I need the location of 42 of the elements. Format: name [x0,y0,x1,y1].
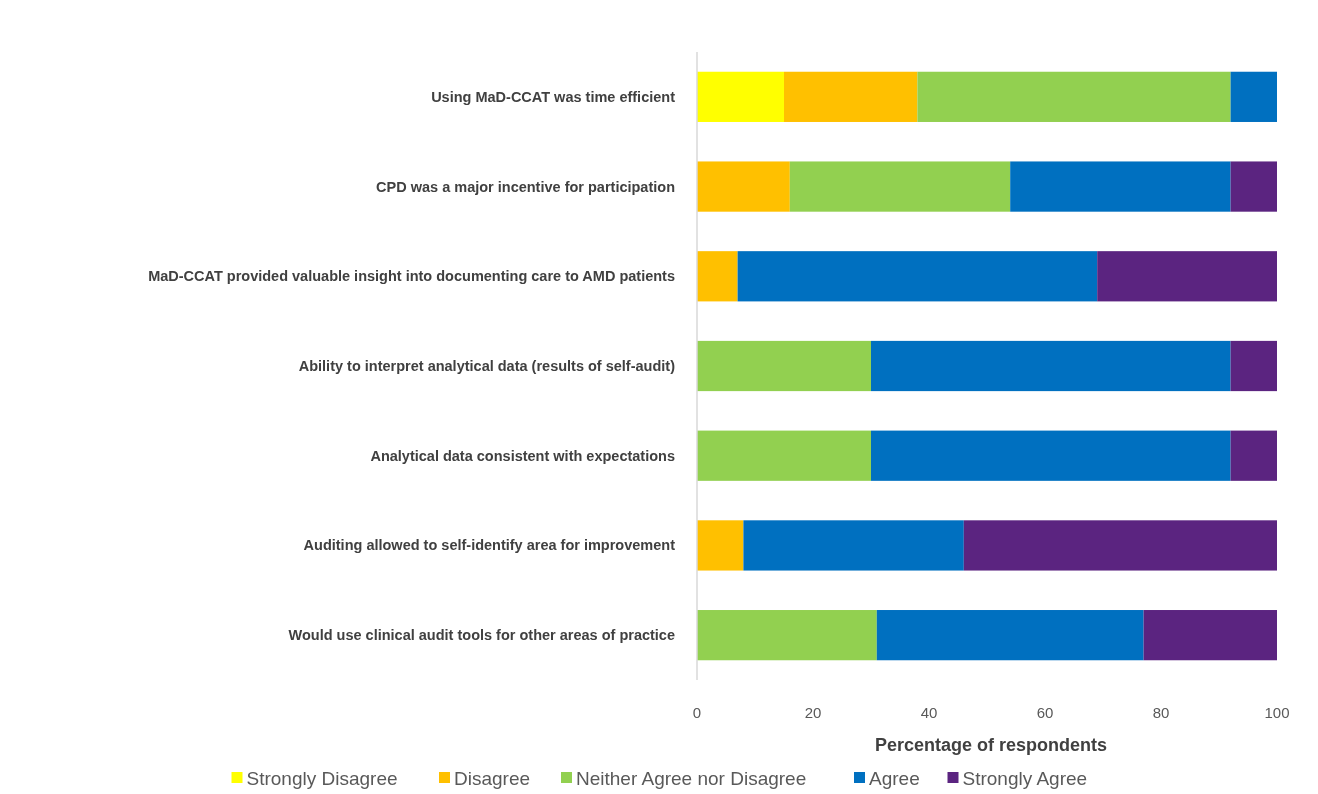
legend-label: Strongly Disagree [246,767,398,789]
x-tick-label: 40 [920,703,938,721]
bar [1097,251,1277,302]
bar [917,71,1231,122]
bar [789,161,1011,212]
bar [876,610,1144,661]
x-tick-label: 80 [1152,703,1170,721]
bar [784,71,918,122]
bar [697,610,877,661]
y-tick-label: Auditing allowed to self-identify area for improvement [303,537,676,554]
y-tick-label: Ability to interpret analytical data (results of self-audit) [298,358,676,374]
bar [697,251,738,302]
bar [1230,430,1277,481]
y-tick-label: Using MaD-CCAT was time efficient [431,88,676,105]
x-tick-label: 0 [692,703,702,721]
y-tick-label: CPD was a major incentive for participation [376,178,675,195]
bar [697,520,744,571]
bar [963,520,1277,571]
bar [743,520,964,571]
bar [1143,610,1277,661]
legend-label: Neither Agree nor Disagree [576,767,807,789]
y-tick-label: Analytical data consistent with expectations [370,447,675,464]
legend-label: Agree [869,767,920,789]
bar [1230,161,1277,212]
x-tick-label: 20 [804,703,822,721]
x-tick-label: 100 [1264,703,1290,721]
bar [871,430,1231,481]
bar [697,430,871,481]
bar [1230,340,1277,392]
x-tick-label: 60 [1036,703,1054,721]
bar [871,340,1231,392]
legend-label: Strongly Agree [962,767,1088,789]
bar [697,71,784,122]
bar [737,251,1098,302]
x-axis-title: Percentage of respondents [874,735,1108,755]
y-tick-label: MaD-CCAT provided valuable insight into documenting care to AMD patients [148,268,675,285]
bar [697,161,790,212]
bar [697,340,871,392]
bar [1230,71,1277,122]
legend-label: Disagree [454,767,531,789]
y-tick-label: Would use clinical audit tools for other areas of practice [288,627,675,644]
bar [1010,161,1231,212]
